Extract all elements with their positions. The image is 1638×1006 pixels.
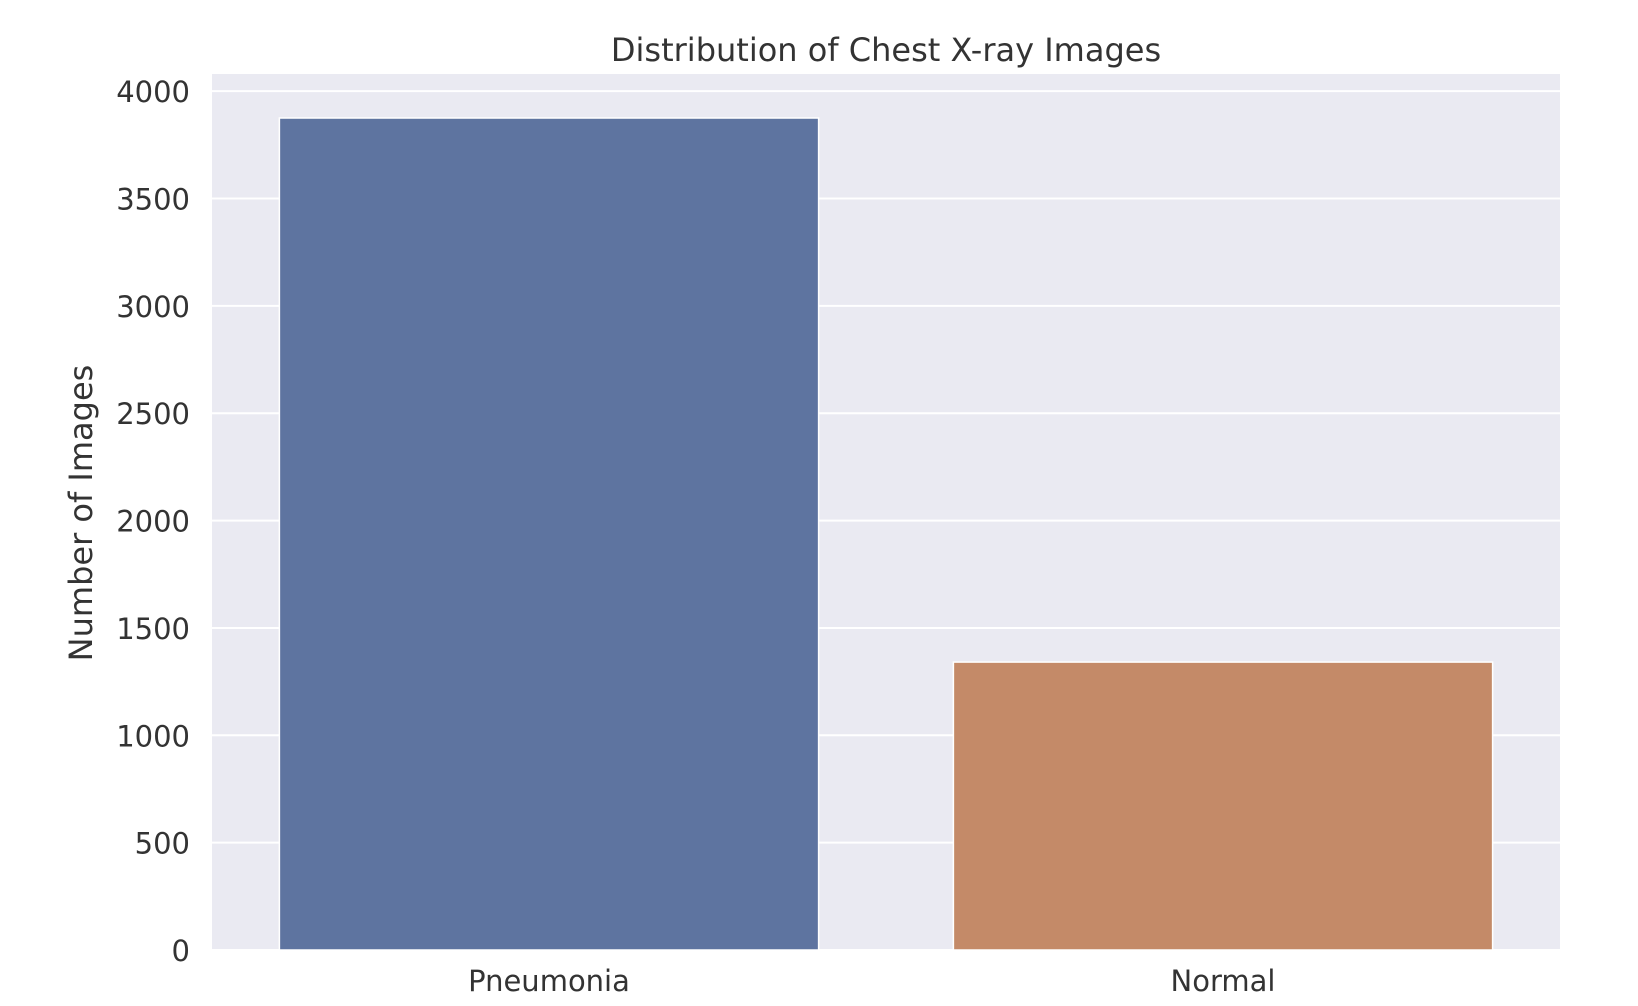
y-axis-title: Number of Images bbox=[62, 365, 100, 662]
x-axis-ticks: Pneumonia Normal bbox=[468, 964, 1275, 998]
y-axis-ticks: 0 500 1000 1500 2000 2500 3000 3500 4000 bbox=[116, 75, 190, 968]
y-tick-label: 0 bbox=[172, 934, 190, 968]
bars bbox=[278, 117, 1494, 951]
y-tick-label: 3000 bbox=[116, 290, 190, 324]
bar-normal bbox=[952, 661, 1494, 951]
chart-title: Distribution of Chest X-ray Images bbox=[611, 31, 1161, 69]
y-tick-label: 1000 bbox=[116, 719, 190, 753]
y-tick-label: 1500 bbox=[116, 612, 190, 646]
bar-pneumonia bbox=[278, 117, 820, 951]
y-tick-label: 500 bbox=[135, 827, 190, 861]
x-tick-label: Pneumonia bbox=[468, 964, 630, 998]
x-tick-label: Normal bbox=[1171, 964, 1276, 998]
y-tick-label: 2000 bbox=[116, 505, 190, 539]
y-tick-label: 2500 bbox=[116, 397, 190, 431]
y-tick-label: 4000 bbox=[116, 75, 190, 109]
y-tick-label: 3500 bbox=[116, 183, 190, 217]
